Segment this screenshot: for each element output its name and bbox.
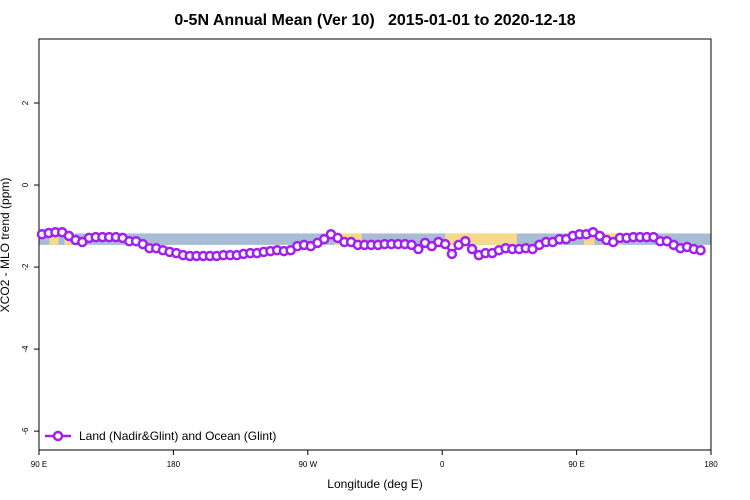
- data-point: [466, 243, 478, 255]
- land-span: [584, 233, 595, 245]
- x-axis-label: Longitude (deg E): [327, 477, 422, 491]
- x-tick-label: 90 W: [298, 460, 317, 469]
- legend-marker: [52, 430, 64, 442]
- x-tick-label: 180: [167, 460, 181, 469]
- y-tick-label: 2: [21, 100, 30, 105]
- y-tick-label: -4: [21, 345, 30, 353]
- ocean-band: [39, 233, 711, 245]
- x-tick-label: 90 E: [31, 460, 47, 469]
- y-tick-label: -2: [21, 263, 30, 271]
- legend-label: Land (Nadir&Glint) and Ocean (Glint): [79, 429, 276, 443]
- plot-frame: [38, 38, 712, 451]
- data-point: [695, 244, 706, 256]
- y-axis-label: XCO2 - MLO trend (ppm): [0, 178, 12, 313]
- data-point: [413, 243, 424, 255]
- y-tick-label: 0: [21, 182, 30, 187]
- data-point: [318, 233, 330, 245]
- land-span: [445, 233, 517, 245]
- data-point: [439, 238, 451, 250]
- data-point: [446, 248, 458, 260]
- chart-title: 0-5N Annual Mean (Ver 10) 2015-01-01 to …: [174, 12, 575, 29]
- land-span: [49, 233, 59, 245]
- x-tick-label: 180: [704, 460, 718, 469]
- data-point: [460, 235, 471, 247]
- x-tick-label: 0: [440, 460, 445, 469]
- x-tick-label: 90 E: [568, 460, 584, 469]
- y-tick-label: -6: [21, 427, 30, 435]
